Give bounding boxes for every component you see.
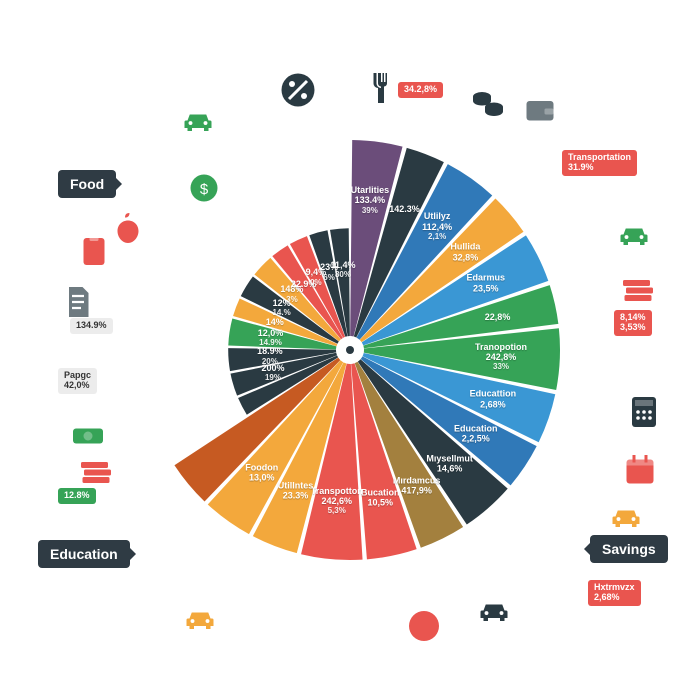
apple-icon <box>110 210 146 246</box>
money-stack-icon <box>78 450 114 486</box>
car-icon <box>180 104 216 140</box>
coins-icon <box>470 86 506 122</box>
value-bubble: 8,14%3,53% <box>614 310 652 336</box>
car-icon <box>616 218 652 254</box>
value-bubble: 134.9% <box>70 318 113 334</box>
pie-icon <box>406 608 442 644</box>
money-stack-icon <box>620 268 656 304</box>
callout-savings: Savings <box>590 535 668 563</box>
svg-text:$: $ <box>200 181 209 198</box>
wallet-icon <box>522 92 558 128</box>
calculator-icon <box>626 394 662 430</box>
clipboard-icon <box>76 232 112 268</box>
value-bubble: Transportation31.9% <box>562 150 637 176</box>
value-bubble: Hxtrmvzx2,68% <box>588 580 641 606</box>
cash-icon <box>70 418 106 454</box>
value-bubble: Papgc42,0% <box>58 368 97 394</box>
callout-education: Education <box>38 540 130 568</box>
fork-icon <box>360 70 396 106</box>
percent-circle-icon <box>280 72 316 108</box>
coin-icon: $ <box>186 170 222 206</box>
document-icon <box>60 284 96 320</box>
calendar-icon <box>622 452 658 488</box>
car-icon <box>476 594 512 630</box>
callout-food: Food <box>58 170 116 198</box>
value-bubble: 34.2,8% <box>398 82 443 98</box>
car-icon <box>182 602 218 638</box>
car-icon <box>608 500 644 536</box>
value-bubble: 12.8% <box>58 488 96 504</box>
